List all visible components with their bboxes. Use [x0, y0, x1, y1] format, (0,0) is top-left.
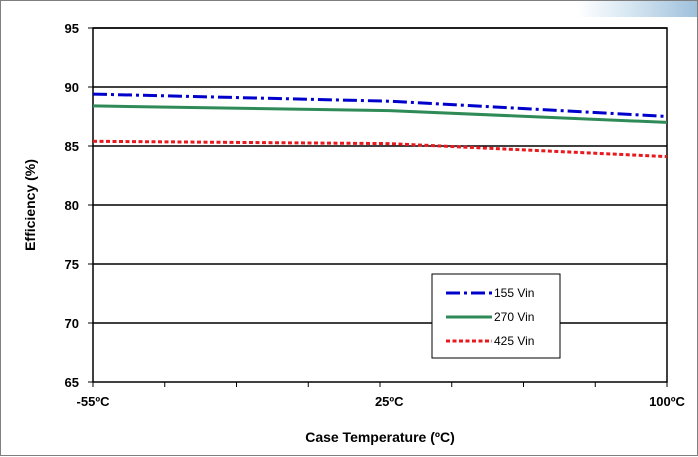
series-line-270-vin [92, 104, 668, 124]
x-tick-label: 100ºC [649, 394, 685, 409]
y-axis-title: Efficiency (%) [22, 159, 38, 251]
y-tick-label: 80 [65, 198, 79, 213]
corner-decoration [577, 1, 697, 17]
y-tick-label: 70 [65, 316, 79, 331]
legend-label: 425 Vin [494, 334, 534, 348]
y-tick-label: 65 [65, 375, 79, 390]
x-tick-label: -55ºC [77, 394, 111, 409]
y-tick-label: 75 [65, 257, 79, 272]
series-line-155-vin [92, 92, 668, 118]
x-axis-title: Case Temperature (ºC) [305, 429, 455, 445]
y-tick-label: 95 [65, 21, 79, 36]
x-tick-label: 25ºC [375, 394, 404, 409]
y-tick-label: 90 [65, 80, 79, 95]
legend-label: 155 Vin [494, 286, 534, 300]
legend-label: 270 Vin [494, 310, 534, 324]
series-line-425-vin [92, 139, 668, 159]
y-tick-label: 85 [65, 139, 79, 154]
